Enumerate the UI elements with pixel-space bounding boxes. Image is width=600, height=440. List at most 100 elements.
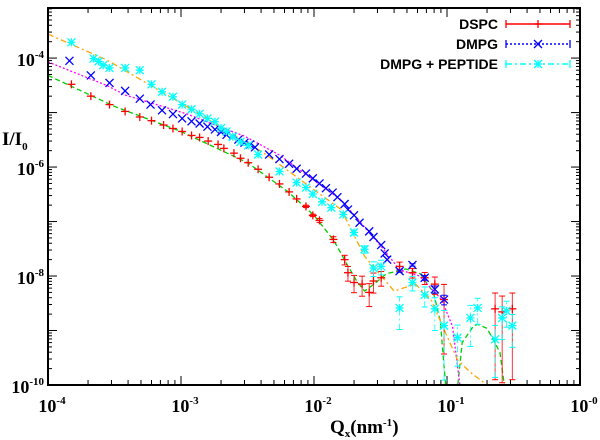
data-point	[229, 149, 238, 158]
marker-stroke	[380, 248, 390, 258]
marker-stroke	[332, 192, 342, 202]
data-point	[105, 78, 114, 88]
marker-stroke	[376, 240, 386, 250]
marker-stroke	[321, 183, 331, 193]
data-point	[326, 203, 336, 213]
marker-stroke	[94, 56, 104, 66]
data-point	[243, 140, 253, 150]
plot-frame	[47, 7, 581, 386]
marker-stroke	[430, 304, 440, 314]
data-point	[491, 304, 500, 313]
data-point	[250, 142, 260, 152]
marker-stroke	[420, 290, 430, 300]
marker-stroke	[86, 70, 96, 80]
x-tick-label: 10-0	[570, 395, 598, 416]
marker-stroke	[177, 100, 187, 110]
data-point	[178, 127, 187, 136]
marker-stroke	[349, 228, 359, 237]
data-point	[380, 248, 390, 258]
marker-stroke	[292, 164, 302, 174]
x-tick-label: 10-1	[437, 395, 464, 416]
data-point	[168, 124, 177, 133]
data-point	[355, 218, 365, 228]
data-point	[244, 158, 253, 167]
data-point	[308, 189, 318, 199]
marker-stroke	[275, 154, 284, 164]
x-tick-label: 10-4	[38, 395, 66, 416]
data-point	[340, 199, 350, 209]
data-point	[365, 288, 374, 297]
y-tick-label: 10-6	[17, 158, 45, 179]
data-point	[236, 137, 245, 147]
marker-stroke	[222, 127, 232, 136]
y-tick-label: 10-8	[17, 267, 45, 288]
marker-stroke	[89, 54, 99, 64]
marker-stroke	[408, 278, 417, 287]
data-point	[120, 63, 130, 73]
data-point	[430, 280, 439, 289]
marker-stroke	[408, 260, 417, 270]
data-point	[420, 273, 430, 283]
data-point	[265, 173, 274, 182]
data-point	[439, 321, 449, 331]
fit-curve-1	[48, 74, 505, 385]
data-point	[420, 290, 430, 300]
marker-stroke	[369, 263, 378, 273]
marker-stroke	[264, 150, 274, 159]
data-point	[105, 63, 114, 73]
marker-stroke	[326, 203, 336, 213]
data-point	[275, 179, 284, 188]
data-point	[168, 109, 178, 119]
data-point	[275, 167, 284, 176]
data-point	[202, 122, 212, 132]
series-dmpg	[65, 56, 449, 306]
data-point	[195, 119, 205, 128]
marker-stroke	[236, 137, 245, 147]
data-point	[395, 262, 404, 271]
data-point	[67, 80, 76, 89]
x-tick-label: 10-2	[304, 395, 332, 416]
marker-stroke	[301, 169, 311, 179]
y-tick-label: 10-4	[17, 49, 45, 70]
data-point	[376, 240, 386, 250]
marker-stroke	[253, 150, 263, 159]
marker-stroke	[317, 197, 327, 207]
data-point	[301, 202, 310, 211]
marker-stroke	[243, 140, 253, 150]
data-point	[308, 173, 318, 183]
marker-stroke	[420, 273, 430, 283]
data-point	[408, 278, 417, 287]
marker-stroke	[65, 56, 74, 66]
data-point	[317, 197, 327, 207]
data-point	[343, 268, 352, 277]
marker-stroke	[533, 39, 543, 49]
data-point	[408, 268, 417, 277]
data-point	[222, 127, 232, 136]
marker-stroke	[439, 321, 449, 331]
data-point	[187, 131, 196, 140]
marker-stroke	[147, 79, 156, 89]
x-axis-label: Qx(nm-1)	[330, 417, 399, 440]
data-point	[187, 116, 196, 126]
data-point	[502, 306, 511, 316]
marker-stroke	[369, 232, 378, 242]
marker-stroke	[315, 178, 324, 188]
marker-stroke	[502, 306, 511, 316]
data-point	[358, 280, 367, 289]
data-point	[507, 321, 517, 331]
data-point	[369, 277, 378, 286]
data-point	[65, 56, 74, 66]
data-point	[315, 216, 324, 225]
marker-stroke	[228, 132, 238, 142]
data-point	[292, 194, 301, 203]
data-point	[214, 140, 223, 149]
data-point	[349, 210, 359, 220]
marker-stroke	[338, 209, 348, 219]
marker-stroke	[146, 100, 155, 110]
marker-stroke	[135, 65, 145, 75]
marker-stroke	[239, 138, 249, 148]
marker-stroke	[465, 313, 475, 323]
data-point	[292, 178, 302, 187]
data-point	[430, 304, 440, 314]
series-dspc	[67, 80, 517, 384]
